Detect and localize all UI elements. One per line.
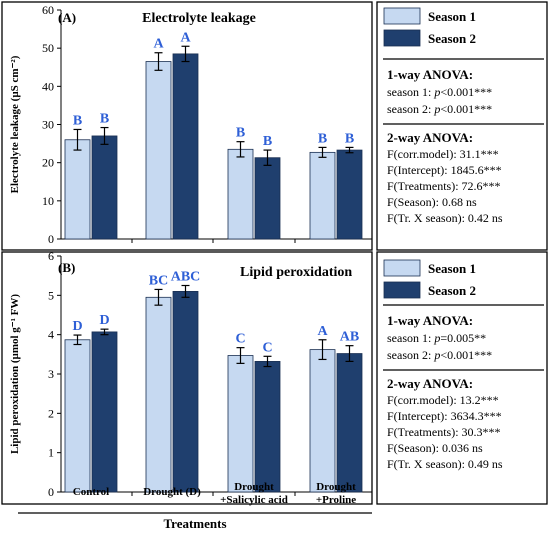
panel-b: 0 1 2 3 4 5 6 Lipid peroxidation (µmol g⁻¹ FW) (… [1, 249, 548, 505]
panel-b-title: Lipid peroxidation [240, 265, 352, 280]
panel-b-y-tick-label: 2 [48, 406, 54, 420]
panel-a-y-tick-label: 0 [48, 232, 54, 246]
panel-b-twoway-row: F(Season): 0.036 ns [387, 441, 483, 455]
panel-b-label: (B) [58, 260, 75, 275]
panel-a-twoway-row: F(Season): 0.68 ns [387, 195, 477, 209]
panel-b-significance-letter: BC [149, 273, 168, 288]
panel-a-frame [1, 1, 373, 251]
panel-b-bar-s1-3 [309, 349, 336, 493]
panel-a-bar-s1-3 [309, 151, 336, 240]
panel-b-bar-s2-1 [172, 290, 199, 493]
panel-b-stats-frame [376, 251, 548, 505]
panel-b-legend-label-1: Season 1 [428, 261, 476, 276]
panel-b-bar-s1-1 [145, 296, 172, 493]
panel-a-twoway-row: F(Tr. X season): 0.42 ns [387, 211, 503, 225]
panel-a-twoway-row: F(corr.model): 31.1*** [387, 147, 499, 161]
x-tick-label-3: Drought [316, 481, 356, 493]
panel-b-twoway-title: 2-way ANOVA: [387, 376, 473, 391]
panel-b-twoway-row: F(Treatments): 30.3*** [387, 425, 501, 439]
panel-b-significance-letter: C [235, 332, 245, 347]
panel-b-bar-s1-0 [64, 339, 91, 493]
panel-a-title: Electrolyte leakage [142, 11, 256, 26]
panel-a-stats: 1-way ANOVA: season 1: p<0.001*** season 2… [383, 58, 544, 225]
x-tick-label-0: Control [73, 486, 109, 498]
panel-a-significance-letter: B [318, 131, 327, 146]
panel-b-oneway-row: season 2: p<0.001*** [387, 348, 492, 362]
panel-b-y-tick-label: 0 [48, 485, 54, 499]
panel-a-legend-swatch-2 [383, 29, 421, 47]
panel-a-significance-letter: B [73, 113, 82, 128]
panel-b-twoway-row: F(Intercept): 3634.3*** [387, 409, 502, 423]
panel-a-y-tick-label: 20 [42, 156, 54, 170]
panel-b-legend: Season 1 Season 2 [383, 259, 476, 299]
panel-b-oneway-row: season 1: p=0.005** [387, 331, 486, 345]
panel-a-significance-letter: B [263, 134, 272, 149]
panel-a-y-tick-label: 30 [42, 118, 54, 132]
panel-a-bar-s2-3 [336, 149, 363, 240]
panel-a-y-axis-label: Electrolyte leakage (µS cm⁻²) [9, 55, 21, 193]
panel-a-y-tick-label: 50 [42, 41, 54, 55]
panel-a-significance-letter: B [100, 112, 109, 127]
panel-b-bar-s2-0 [91, 331, 118, 493]
panel-b-significance-letter: C [262, 340, 272, 355]
panel-a-legend-label-2: Season 2 [428, 31, 476, 46]
panel-a-stats-frame [376, 1, 548, 251]
panel-a-twoway-row: F(Treatments): 72.6*** [387, 179, 501, 193]
panel-a-bar-s2-2 [254, 157, 281, 240]
panel-a-significance-letter: A [180, 30, 191, 45]
panel-b-y-tick-label: 3 [48, 367, 54, 381]
x-tick-label-2: +Salicylic acid [220, 494, 288, 506]
panel-b-y-tick-label: 4 [48, 328, 54, 342]
x-tick-label-3: +Proline [316, 494, 356, 506]
panel-b-bar-s1-2 [227, 355, 254, 493]
panel-a-bar-s2-1 [172, 53, 199, 240]
panel-a-twoway-row: F(Intercept): 1845.6*** [387, 163, 502, 177]
panel-a-bar-s2-0 [91, 135, 118, 240]
panel-b-significance-letter: ABC [171, 270, 201, 285]
panel-a-legend-label-1: Season 1 [428, 9, 476, 24]
panel-b-y-tick-label: 6 [48, 249, 54, 263]
panel-b-significance-letter: A [317, 324, 328, 339]
panel-b-twoway-row: F(corr.model): 13.2*** [387, 393, 499, 407]
panel-a-oneway-title: 1-way ANOVA: [387, 67, 473, 82]
panel-a-label: (A) [58, 10, 76, 25]
panel-b-legend-swatch-2 [383, 281, 421, 299]
x-tick-label-2: Drought [234, 481, 274, 493]
panel-b-y-tick-label: 5 [48, 288, 54, 302]
panel-a-legend: Season 1 Season 2 [383, 7, 476, 47]
x-tick-label-1: Drought (D) [143, 486, 201, 498]
panel-a-significance-letter: B [236, 126, 245, 141]
panel-a-significance-letter: B [345, 131, 354, 146]
panel-a-legend-swatch-1 [383, 7, 421, 25]
x-axis-title: Treatments [163, 516, 226, 531]
panel-b-plot: 0 1 2 3 4 5 6 Lipid peroxidation (µmol g⁻¹ FW) (… [9, 249, 372, 499]
panel-a-y-tick-label: 10 [42, 194, 54, 208]
panel-b-twoway-row: F(Tr. X season): 0.49 ns [387, 457, 503, 471]
panel-b-bar-s2-2 [254, 361, 281, 493]
panel-a-significance-letter: A [153, 37, 164, 52]
panel-b-y-tick-label: 1 [48, 446, 54, 460]
panel-b-oneway-title: 1-way ANOVA: [387, 313, 473, 328]
panel-b-y-axis-label: Lipid peroxidation (µmol g⁻¹ FW) [9, 294, 21, 454]
panel-b-legend-swatch-1 [383, 259, 421, 277]
panel-b-bar-s2-3 [336, 353, 363, 493]
panel-a-bar-s1-0 [64, 139, 91, 240]
panel-a-oneway-row: season 2: p<0.001*** [387, 102, 492, 116]
panel-a-y-tick-label: 40 [42, 79, 54, 93]
panel-a-y-tick-label: 60 [42, 3, 54, 17]
panel-b-stats: 1-way ANOVA: season 1: p=0.005** season 2:… [383, 304, 544, 471]
panel-a-oneway-row: season 1: p<0.001*** [387, 85, 492, 99]
panel-b-legend-label-2: Season 2 [428, 283, 476, 298]
panel-a-bar-s1-1 [145, 61, 172, 240]
panel-b-frame [1, 251, 373, 505]
panel-b-significance-letter: AB [340, 330, 359, 345]
panel-a-bar-s1-2 [227, 148, 254, 240]
panel-a-plot: 0 10 20 30 40 50 60 Electrolyte leakage (µS cm⁻… [9, 3, 372, 246]
panel-b-significance-letter: D [72, 319, 82, 334]
x-tick-labels: Control Drought (D) Drought+Salicylic acid… [73, 481, 356, 506]
panel-a-twoway-title: 2-way ANOVA: [387, 130, 473, 145]
panel-b-significance-letter: D [99, 313, 109, 328]
panel-a: 0 10 20 30 40 50 60 Electrolyte leakage (µS cm⁻… [1, 1, 548, 251]
